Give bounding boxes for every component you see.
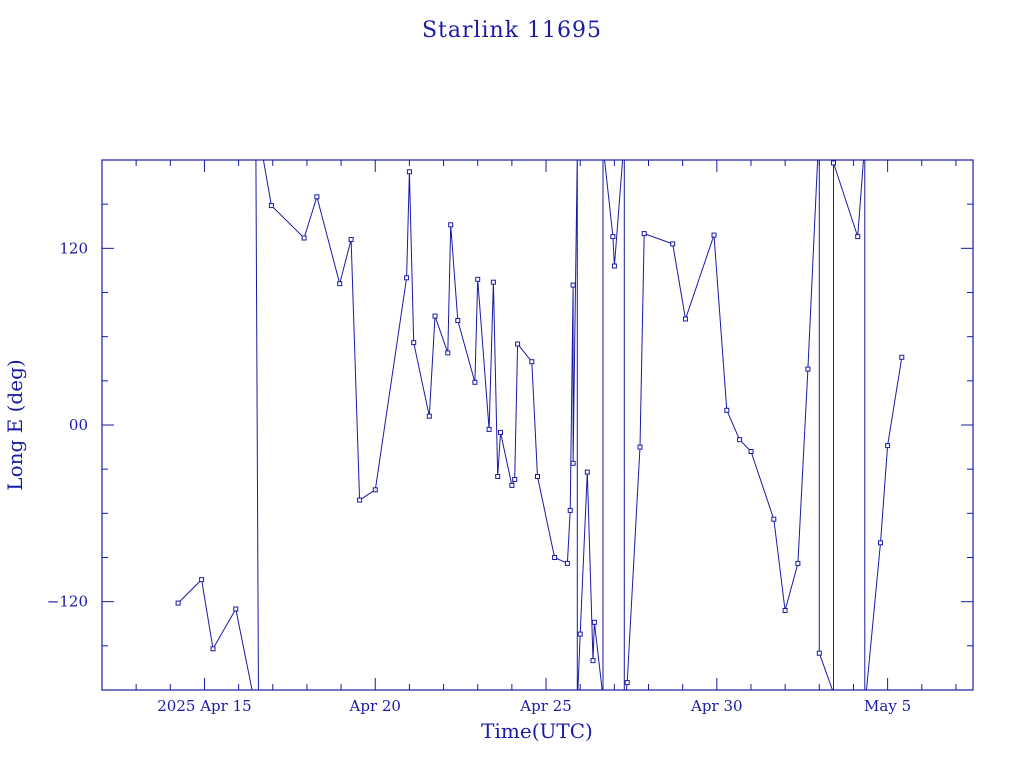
data-point — [584, 469, 590, 475]
data-point — [512, 477, 518, 482]
data-point — [771, 516, 777, 522]
data-point — [490, 279, 496, 285]
data-point — [372, 487, 378, 493]
data-point — [885, 443, 891, 449]
data-point — [899, 354, 905, 360]
data-point — [805, 366, 811, 372]
data-point — [357, 497, 363, 503]
data-point — [509, 482, 515, 488]
data-point — [737, 437, 743, 443]
data-point — [552, 555, 558, 560]
data-point — [301, 235, 307, 241]
data-point — [475, 276, 481, 282]
data-point — [570, 282, 576, 288]
data-point — [448, 222, 454, 228]
x-tick-label: May 5 — [864, 697, 911, 715]
data-point — [498, 429, 503, 435]
data-point — [577, 631, 583, 637]
data-point — [495, 474, 501, 479]
data-point — [337, 281, 343, 287]
data-point — [748, 449, 754, 454]
data-point — [348, 237, 354, 242]
data-point — [268, 203, 274, 209]
data-point — [591, 619, 597, 625]
data-point — [455, 318, 461, 323]
data-point — [637, 444, 643, 450]
data-point — [175, 600, 181, 606]
data-point — [426, 413, 432, 419]
data-point — [878, 540, 883, 546]
data-point — [711, 232, 717, 238]
data-point — [210, 646, 216, 652]
plot-frame — [101, 159, 974, 691]
data-point — [816, 650, 822, 656]
data-point — [406, 169, 412, 175]
y-tick-label: −120 — [47, 593, 88, 611]
data-point — [432, 313, 438, 319]
data-point — [831, 160, 836, 166]
data-point — [590, 658, 596, 664]
series-line — [177, 160, 903, 690]
data-point — [641, 231, 647, 237]
data-point — [445, 350, 451, 356]
data-point — [855, 234, 861, 240]
data-point — [515, 341, 521, 347]
data-point — [683, 316, 688, 322]
data-point — [411, 340, 417, 346]
data-point — [472, 379, 478, 385]
data-point — [486, 426, 492, 432]
data-point — [404, 275, 410, 281]
data-point — [611, 263, 617, 269]
data-point — [535, 474, 540, 479]
data-point — [610, 234, 616, 240]
data-point — [724, 407, 730, 413]
chart-title: Starlink 11695 — [422, 18, 602, 43]
x-axis: 2025 Apr 15 Apr 20 Apr 25 Apr 30 May 5 — [135, 160, 957, 715]
x-axis-label: Time(UTC) — [481, 719, 593, 743]
x-tick-label: Apr 20 — [349, 697, 401, 715]
data-point — [199, 577, 205, 583]
data-point — [795, 560, 801, 566]
y-axis-label: Long E (deg) — [3, 359, 27, 490]
data-point — [529, 359, 535, 365]
x-tick-label: Apr 30 — [690, 697, 742, 715]
y-tick-label: 00 — [69, 416, 88, 434]
data-point — [624, 680, 630, 686]
data-point — [782, 608, 788, 613]
y-tick-label: 120 — [59, 239, 88, 257]
plot-area — [175, 160, 905, 690]
y-axis: −120 00 120 — [47, 203, 973, 647]
data-point — [233, 606, 239, 612]
data-point — [567, 507, 573, 513]
x-tick-label: Apr 25 — [519, 697, 571, 715]
data-point — [564, 560, 570, 566]
data-point — [670, 241, 676, 247]
data-point — [570, 460, 576, 466]
x-tick-label: 2025 Apr 15 — [157, 697, 251, 715]
data-point — [314, 194, 320, 200]
